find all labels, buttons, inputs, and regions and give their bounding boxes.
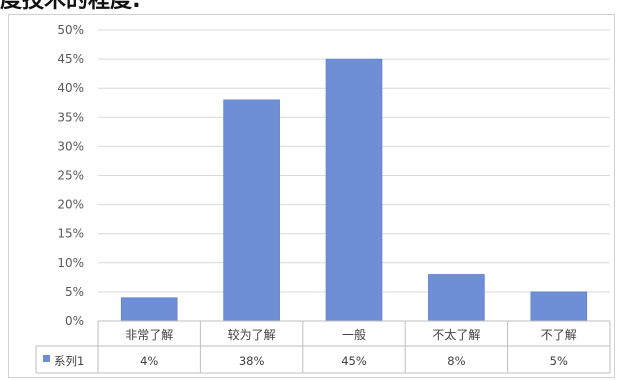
- category-label: 一般: [342, 327, 366, 342]
- y-tick-label: 40%: [57, 81, 84, 95]
- category-label: 非常了解: [125, 328, 173, 342]
- chart-frame: [8, 14, 615, 378]
- bar-3: [428, 274, 485, 322]
- series-name: 系列1: [54, 354, 84, 368]
- data-table-value: 38%: [239, 354, 265, 368]
- category-label: 不了解: [541, 328, 577, 342]
- data-table-value: 5%: [550, 354, 568, 368]
- y-tick-label: 10%: [57, 256, 84, 270]
- y-axis-ticks: 0% 5% 10% 15% 20% 25% 30% 35% 40% 45% 50%: [57, 23, 84, 328]
- bar-4: [530, 291, 588, 322]
- y-tick-label: 30%: [57, 139, 84, 153]
- y-tick-label: 35%: [57, 110, 84, 124]
- data-table: 非常了解 4% 较为了解 38% 一般 45% 不太了解 8% 不了解 5% 系列1: [35, 320, 611, 374]
- bar-2: [325, 58, 383, 322]
- y-tick-label: 45%: [57, 52, 84, 66]
- y-tick-label: 25%: [57, 169, 84, 183]
- bars: [120, 58, 588, 322]
- y-tick-label: 0%: [65, 314, 84, 328]
- category-label: 较为了解: [228, 327, 276, 342]
- data-table-value: 4%: [140, 354, 158, 368]
- data-table-value: 45%: [341, 354, 367, 368]
- data-table-value: 8%: [447, 354, 465, 368]
- bar-1: [223, 99, 280, 322]
- page-heading: 度技术的程度:: [0, 0, 141, 13]
- y-tick-label: 5%: [65, 285, 84, 299]
- y-tick-label: 20%: [57, 198, 84, 212]
- y-tick-label: 50%: [57, 23, 84, 37]
- legend-key: [43, 355, 50, 362]
- bar-0: [120, 297, 178, 322]
- y-tick-label: 15%: [57, 227, 84, 241]
- category-label: 不太了解: [432, 327, 480, 342]
